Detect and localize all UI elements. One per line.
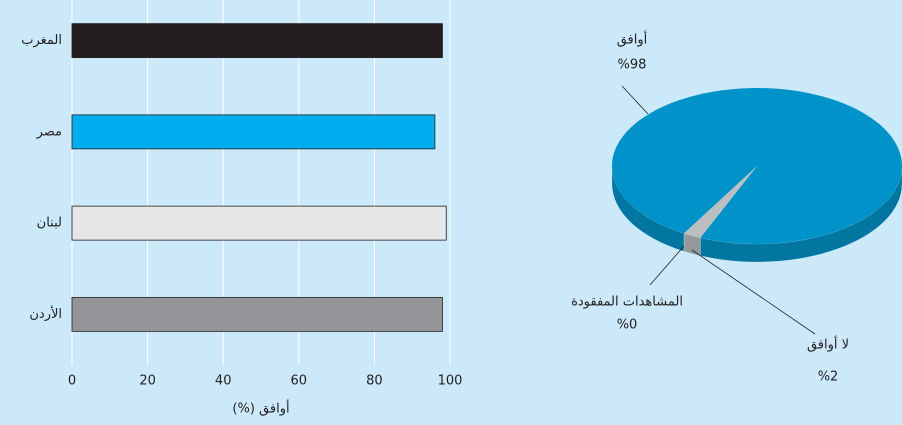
- x-tick-label: 0: [68, 374, 76, 389]
- slice-value-label: %98: [618, 58, 647, 73]
- y-tick-label: المغرب: [21, 33, 62, 48]
- slice-value-label: %0: [617, 318, 638, 333]
- slice-value-label: %2: [818, 370, 839, 385]
- bar: [71, 23, 443, 59]
- slice-label: أوافق: [617, 31, 648, 48]
- leader-line: [691, 249, 816, 335]
- x-tick-label: 60: [291, 374, 308, 389]
- slice-label: المشاهدات المفقودة: [571, 295, 683, 310]
- x-tick-label: 40: [215, 374, 232, 389]
- x-tick-label: 20: [139, 374, 156, 389]
- y-tick-label: الأردن: [29, 305, 62, 322]
- y-tick-label: لبنان: [37, 216, 62, 231]
- bar: [71, 296, 443, 332]
- leader-line: [621, 85, 649, 115]
- bar: [71, 114, 436, 150]
- x-tick-label: 100: [438, 374, 463, 389]
- pie-slice: [684, 166, 757, 238]
- x-tick-label: 80: [366, 374, 383, 389]
- y-tick-label: مصر: [36, 124, 62, 139]
- bar: [71, 205, 447, 241]
- pie-slice: [612, 88, 902, 244]
- slice-label: لا أوافق: [807, 336, 849, 353]
- x-axis-label: أوافق (%): [232, 400, 289, 417]
- leader-line: [649, 245, 685, 286]
